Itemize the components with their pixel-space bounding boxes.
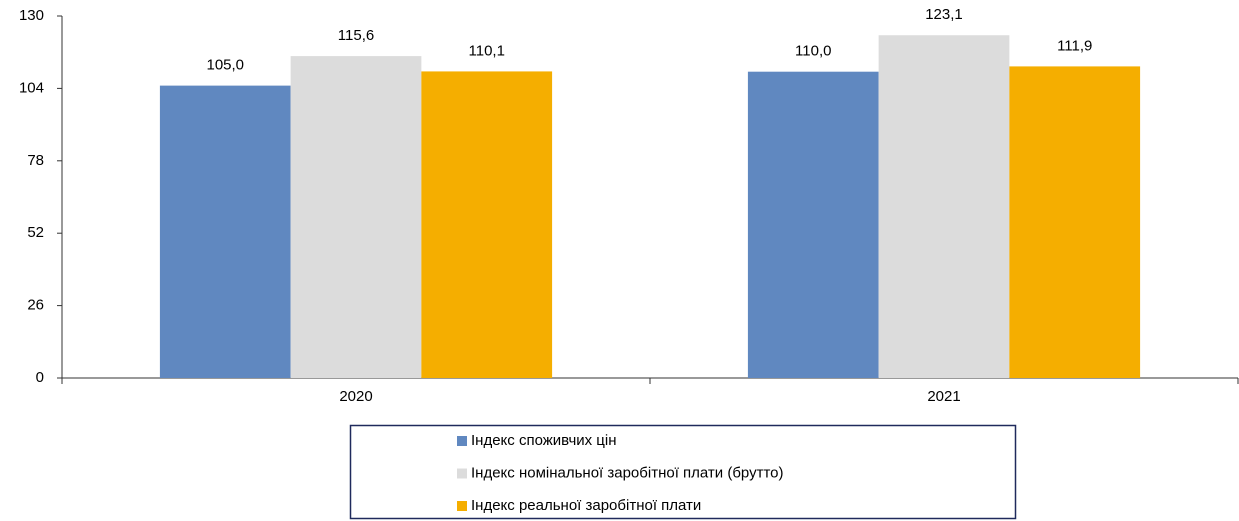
bar bbox=[878, 35, 1010, 379]
legend-label: Індекс номінальної заробітної плати (бру… bbox=[471, 464, 784, 481]
bar bbox=[747, 71, 879, 378]
data-label: 110,0 bbox=[795, 43, 831, 60]
y-tick-label: 104 bbox=[19, 79, 44, 96]
y-tick-label: 26 bbox=[27, 297, 44, 314]
data-label: 115,6 bbox=[338, 27, 374, 44]
data-label: 110,1 bbox=[469, 42, 505, 59]
x-tick-label: 2020 bbox=[339, 388, 372, 405]
legend-box bbox=[349, 424, 1017, 520]
legend-marker bbox=[457, 501, 467, 511]
x-tick-label: 2021 bbox=[927, 388, 960, 405]
data-label: 123,1 bbox=[925, 6, 963, 23]
y-tick-label: 0 bbox=[36, 369, 44, 386]
data-label: 111,9 bbox=[1057, 37, 1092, 54]
legend-marker bbox=[457, 468, 467, 479]
bar bbox=[421, 71, 553, 378]
bar bbox=[1009, 66, 1141, 378]
legend-label: Індекс споживчих цін bbox=[471, 432, 617, 449]
y-tick-label: 52 bbox=[27, 224, 44, 241]
data-label: 105,0 bbox=[206, 57, 244, 74]
bar bbox=[159, 85, 291, 378]
bar bbox=[290, 56, 422, 379]
legend-label: Індекс реальної заробітної плати bbox=[471, 497, 701, 514]
y-tick-label: 130 bbox=[19, 7, 44, 24]
legend-marker bbox=[457, 436, 467, 446]
y-tick-label: 78 bbox=[27, 152, 44, 169]
